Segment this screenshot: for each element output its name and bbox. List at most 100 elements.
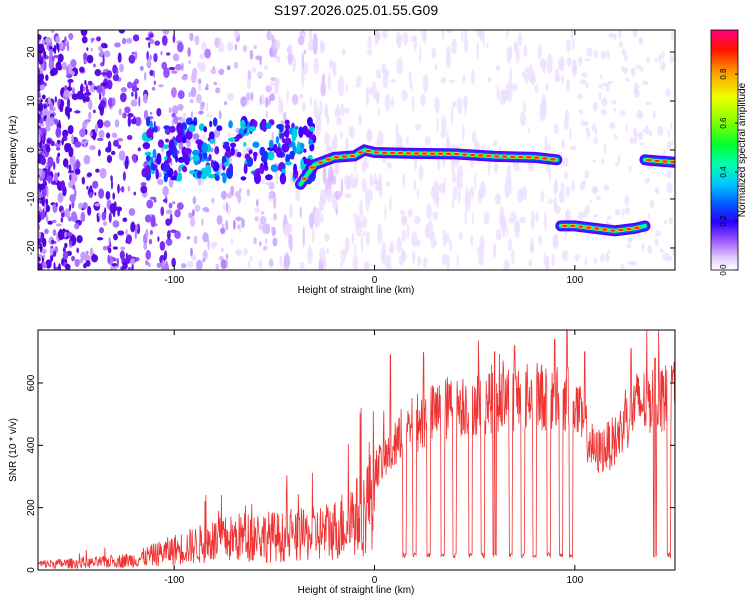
spectral-blob — [149, 54, 152, 61]
spectral-blob — [215, 263, 220, 270]
spectral-blob — [561, 74, 564, 85]
spectral-blob — [202, 134, 207, 140]
spectral-blob — [46, 187, 49, 198]
spectral-blob — [108, 212, 112, 223]
spectral-blob — [44, 143, 48, 149]
spectral-blob — [116, 137, 124, 142]
spectral-blob — [68, 240, 73, 246]
spectral-blob — [483, 211, 490, 225]
spectral-blob — [625, 123, 628, 134]
spectral-blob — [162, 30, 170, 35]
spectral-blob — [112, 257, 117, 262]
spectral-blob — [99, 167, 107, 179]
spectral-blob — [118, 108, 122, 116]
spectral-blob — [151, 214, 156, 226]
spectral-blob — [579, 181, 586, 191]
spectral-blob — [130, 99, 138, 107]
spectral-blob — [83, 154, 91, 165]
spectral-blob — [119, 92, 127, 103]
spectral-blob — [669, 122, 673, 130]
spectral-blob — [528, 258, 533, 267]
spectral-blob — [367, 35, 372, 49]
spectral-blob — [543, 252, 547, 267]
spectral-blob — [198, 61, 206, 73]
spectral-blob — [57, 152, 61, 157]
spectral-blob — [399, 210, 406, 216]
ridge-peak — [533, 155, 541, 160]
spectral-blob — [54, 142, 61, 148]
spectral-blob — [558, 189, 565, 204]
ridge-peak — [469, 153, 477, 158]
spectral-blob — [190, 72, 197, 84]
spectral-blob — [306, 116, 313, 127]
spectral-blob — [212, 161, 220, 172]
spectral-blob — [627, 260, 634, 266]
spectral-blob — [69, 155, 76, 166]
spectral-blob — [71, 200, 75, 209]
spectral-blob — [358, 113, 362, 126]
spectral-blob — [376, 223, 383, 245]
spectral-blob — [83, 263, 87, 269]
spectral-blob — [667, 129, 670, 138]
spectral-blob — [43, 50, 47, 58]
spectral-blob — [61, 212, 65, 218]
y-tick-label: 10 — [26, 95, 37, 107]
spectral-blob — [198, 123, 205, 131]
spectral-blob — [595, 195, 602, 201]
spectral-blob — [254, 168, 263, 174]
spectral-blob — [153, 52, 158, 63]
spectral-blob — [641, 242, 645, 252]
spectral-blob — [553, 197, 558, 208]
spectral-blob — [188, 212, 193, 219]
spectral-blob — [157, 139, 164, 148]
spectral-blob — [134, 228, 137, 240]
x-tick-label: 100 — [566, 575, 583, 586]
spectral-blob — [545, 261, 550, 270]
spectral-blob — [236, 133, 243, 139]
spectral-blob — [216, 125, 223, 132]
spectral-blob — [146, 128, 154, 139]
spectral-blob — [261, 223, 269, 234]
spectral-blob — [74, 141, 82, 148]
spectral-blob — [165, 209, 173, 215]
ridge-peak — [609, 228, 617, 233]
spectral-blob — [451, 197, 455, 210]
ridge-peak — [317, 160, 324, 165]
spectral-blob — [38, 236, 41, 246]
spectral-blob — [71, 255, 76, 262]
spectral-blob — [283, 223, 291, 237]
spectral-blob — [51, 180, 57, 185]
spectral-blob — [571, 180, 575, 192]
spectral-blob — [97, 149, 101, 157]
spectral-blob — [112, 246, 119, 250]
spectral-blob — [273, 50, 277, 59]
spectral-blob — [228, 137, 236, 142]
spectral-blob — [584, 58, 591, 62]
spectral-blob — [256, 71, 264, 77]
spectral-blob — [553, 123, 559, 135]
spectral-blob — [147, 262, 151, 268]
spectral-blob — [230, 142, 237, 148]
spectral-blob — [374, 30, 381, 41]
spectral-blob — [165, 218, 172, 226]
spectral-blob — [191, 209, 195, 217]
spectral-blob — [135, 154, 138, 161]
spectral-blob — [38, 74, 42, 84]
spectral-blob — [122, 261, 128, 270]
spectral-blob — [106, 70, 113, 79]
colorbar-frame — [710, 29, 739, 271]
spectral-blob — [71, 93, 79, 101]
ridge-peak — [653, 158, 661, 163]
spectral-blob — [83, 52, 88, 61]
spectral-blob — [233, 219, 236, 230]
spectral-blob — [388, 196, 392, 212]
spectral-blob — [670, 30, 675, 40]
spectral-blob — [102, 211, 106, 217]
ridge-peak — [541, 156, 549, 161]
spectral-blob — [267, 146, 275, 152]
spectral-blob — [336, 102, 340, 117]
spectral-blob — [226, 41, 234, 52]
spectral-blob — [504, 179, 511, 199]
spectral-blob — [84, 119, 91, 123]
spectral-blob — [95, 168, 100, 173]
